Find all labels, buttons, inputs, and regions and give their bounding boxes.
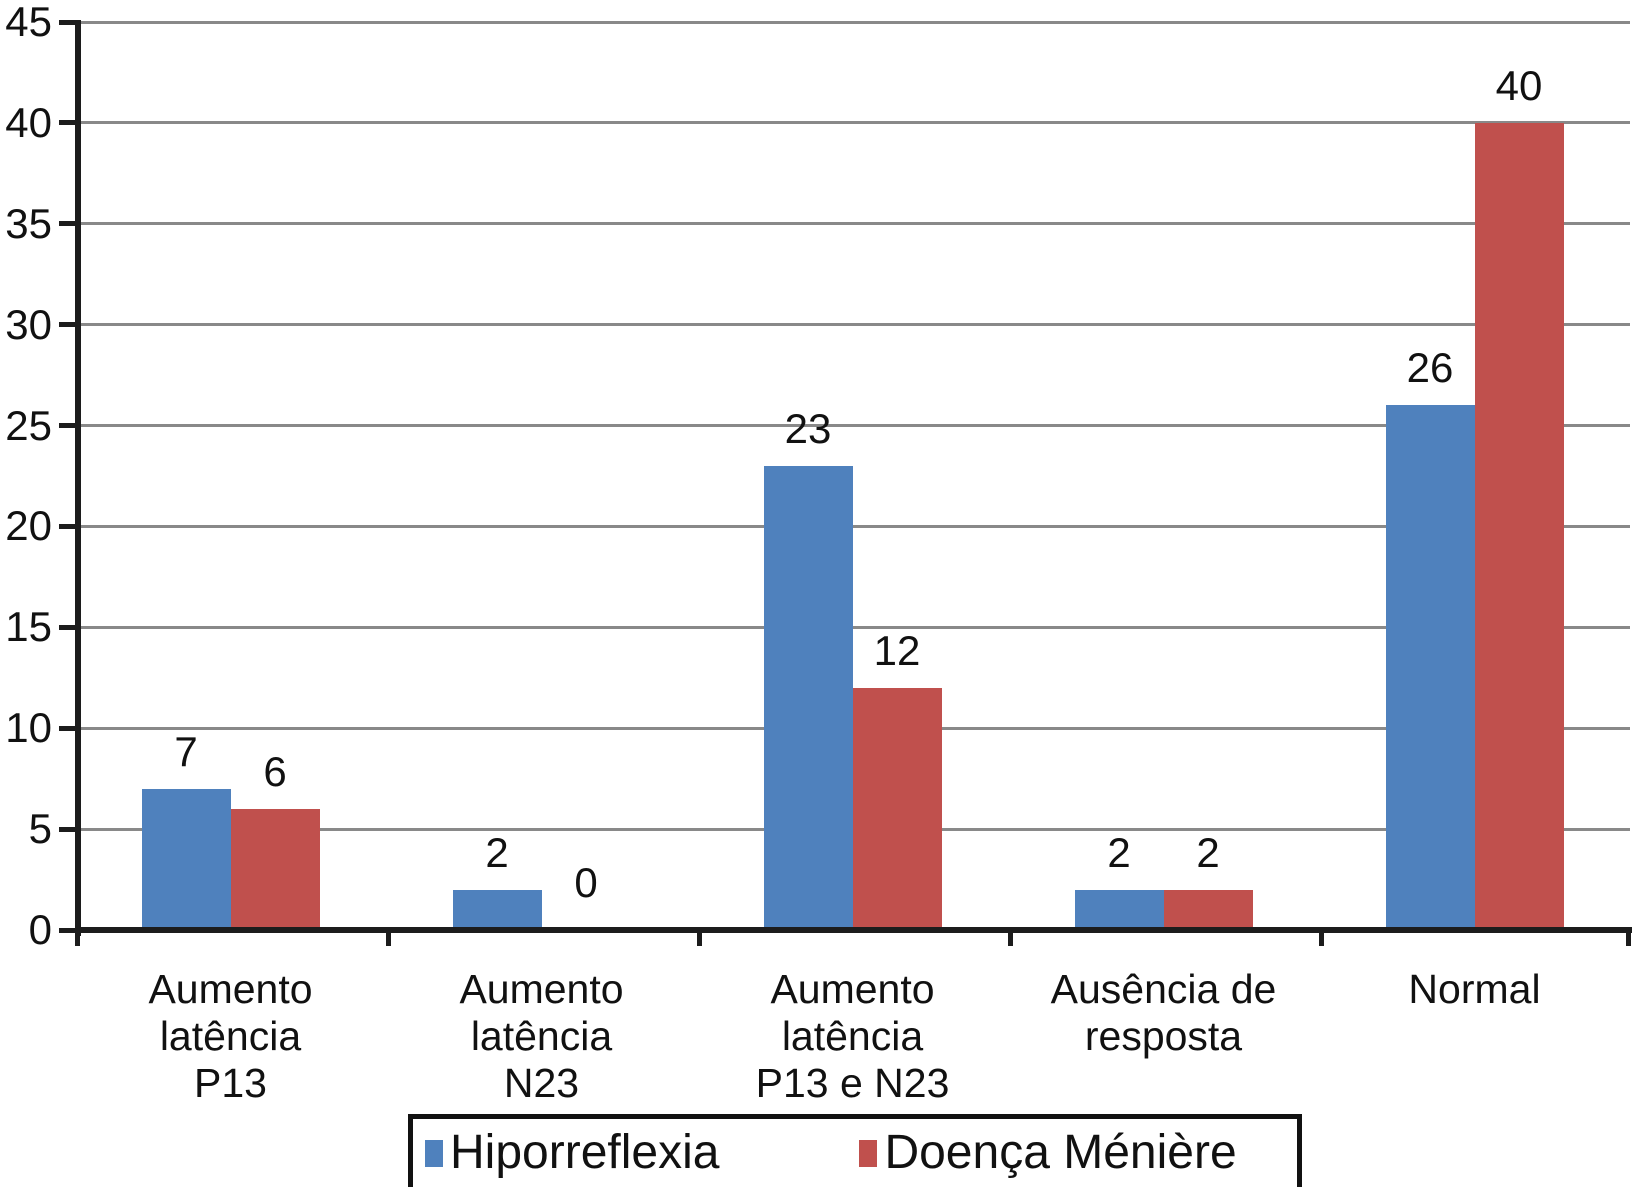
x-tick-0 — [75, 930, 80, 946]
x-axis-line — [75, 927, 1632, 933]
value-label-hiporreflexia-ausencia-de-resposta: 2 — [1107, 828, 1131, 876]
gridline-y-40 — [81, 121, 1630, 125]
y-axis-line — [75, 20, 81, 936]
bar-doenca-meniere-normal — [1474, 122, 1564, 930]
x-category-label-line: P13 — [194, 1060, 267, 1106]
value-label-doenca-meniere-aumento-latencia-n23: 0 — [574, 859, 598, 906]
x-category-label-line: P13 e N23 — [755, 1060, 950, 1106]
gridline-y-45 — [81, 20, 1630, 24]
legend-label: Hiporreflexia — [450, 1126, 720, 1179]
y-tick-label: 40 — [5, 98, 52, 146]
legend-swatch-doenca-meniere — [859, 1139, 878, 1167]
x-category-label-aumento-latencia-p13-e-n23: Aumento latência P13 e N23 — [697, 966, 1008, 1107]
legend-label: Doença Ménière — [884, 1126, 1237, 1179]
value-label-doenca-meniere-aumento-latencia-p13-e-n23: 12 — [873, 626, 921, 674]
y-tick-label: 20 — [5, 502, 52, 550]
gridline-y-25 — [81, 424, 1630, 428]
x-category-label-normal: Normal — [1319, 966, 1630, 1013]
bar-doenca-meniere-aumento-latencia-p13 — [230, 808, 320, 930]
bar-hiporreflexia-aumento-latencia-p13-e-n23 — [763, 465, 853, 930]
value-label-hiporreflexia-normal: 26 — [1406, 344, 1454, 392]
y-tick-label: 30 — [5, 300, 52, 348]
gridline-y-35 — [81, 222, 1630, 226]
bar-hiporreflexia-normal — [1385, 405, 1475, 930]
legend-item-hiporreflexia: Hiporreflexia — [425, 1127, 719, 1179]
y-tick-0 — [59, 927, 75, 933]
value-label-hiporreflexia-aumento-latencia-n23: 2 — [485, 828, 509, 876]
bar-hiporreflexia-aumento-latencia-n23 — [452, 889, 542, 930]
x-category-label-aumento-latencia-p13: Aumento latência P13 — [75, 966, 386, 1107]
x-category-label-line: Ausência de — [1050, 966, 1277, 1012]
bar-hiporreflexia-ausencia-de-resposta — [1074, 889, 1164, 930]
gridline-y-30 — [81, 323, 1630, 327]
y-tick-15 — [59, 624, 75, 630]
value-label-doenca-meniere-aumento-latencia-p13: 6 — [263, 747, 287, 795]
y-tick-label: 15 — [5, 603, 52, 651]
y-tick-label: 35 — [5, 199, 52, 247]
bar-hiporreflexia-aumento-latencia-p13 — [141, 788, 231, 930]
value-label-hiporreflexia-aumento-latencia-p13-e-n23: 23 — [784, 404, 832, 452]
y-tick-label: 45 — [5, 0, 52, 45]
bar-doenca-meniere-aumento-latencia-p13-e-n23 — [852, 687, 942, 930]
gridline-y-20 — [81, 524, 1630, 528]
legend-swatch-hiporreflexia — [425, 1139, 443, 1167]
x-category-label-aumento-latencia-n23: Aumento latência N23 — [386, 966, 697, 1107]
y-tick-label: 5 — [28, 805, 52, 853]
x-category-label-line: N23 — [503, 1060, 580, 1106]
y-tick-label: 10 — [5, 704, 52, 752]
y-tick-30 — [59, 322, 75, 328]
y-tick-5 — [59, 826, 75, 832]
bar-doenca-meniere-ausencia-de-resposta — [1163, 889, 1253, 930]
x-tick-5 — [1626, 930, 1631, 946]
gridline-y-15 — [81, 625, 1630, 629]
y-tick-40 — [59, 120, 75, 126]
legend-item-doenca-meniere: Doença Ménière — [859, 1126, 1237, 1179]
x-tick-3 — [1008, 930, 1013, 946]
x-category-label-ausencia-de-resposta: Ausência de resposta — [1008, 966, 1319, 1060]
value-label-doenca-meniere-ausencia-de-resposta: 2 — [1196, 828, 1220, 876]
value-label-doenca-meniere-normal: 40 — [1495, 61, 1543, 109]
x-category-label-line: resposta — [1084, 1013, 1243, 1059]
y-tick-25 — [59, 423, 75, 429]
x-tick-1 — [386, 930, 391, 946]
value-label-hiporreflexia-aumento-latencia-p13: 7 — [174, 727, 198, 775]
y-tick-20 — [59, 523, 75, 529]
x-tick-2 — [697, 930, 702, 946]
x-category-label-line: Aumento latência — [148, 966, 313, 1059]
chart-legend: Hiporreflexia Doença Ménière — [408, 1114, 1302, 1187]
y-tick-label: 0 — [28, 906, 52, 953]
y-tick-35 — [59, 221, 75, 227]
x-category-label-line: Normal — [1408, 966, 1541, 1012]
x-category-label-line: Aumento latência — [459, 966, 624, 1059]
y-tick-label: 25 — [5, 401, 52, 449]
x-category-label-line: Aumento latência — [770, 966, 935, 1059]
y-tick-45 — [59, 19, 75, 25]
x-tick-4 — [1319, 930, 1324, 946]
y-tick-10 — [59, 725, 75, 731]
